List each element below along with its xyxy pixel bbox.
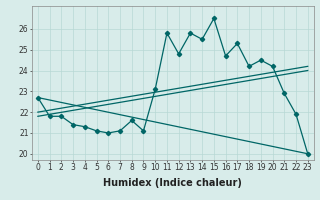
X-axis label: Humidex (Indice chaleur): Humidex (Indice chaleur): [103, 178, 242, 188]
